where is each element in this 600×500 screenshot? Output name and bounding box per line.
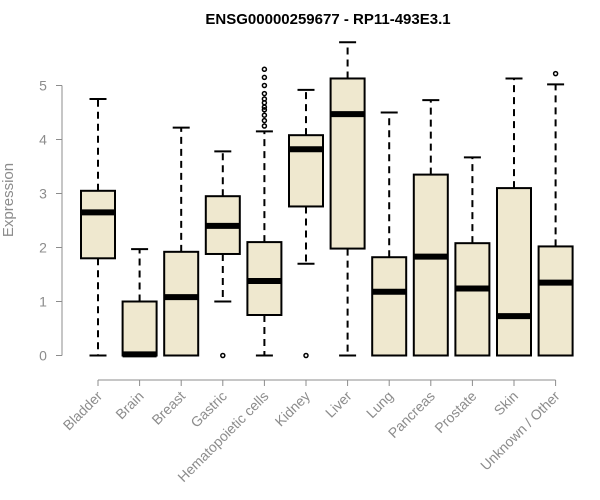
box-iqr: [454, 242, 491, 357]
box-group: [288, 88, 324, 359]
box-group: [329, 41, 366, 357]
outlier-point: [303, 352, 309, 359]
outlier-point: [261, 82, 268, 89]
outlier-point: [261, 117, 268, 124]
box-iqr: [496, 187, 532, 357]
outlier-point: [261, 112, 268, 118]
x-tick-label: Skin: [491, 388, 522, 419]
x-tick-label: Unknown / Other: [477, 388, 563, 474]
chart-title: ENSG00000259677 - RP11-493E3.1: [205, 11, 450, 28]
outlier-point: [261, 96, 268, 102]
box-group: [371, 111, 408, 357]
box-group: [204, 150, 241, 359]
outlier-point: [261, 107, 268, 113]
outlier-point: [261, 74, 268, 81]
x-tick-label: Kidney: [272, 388, 314, 430]
y-axis-label: Expression: [0, 163, 17, 237]
box-iqr: [371, 256, 408, 357]
box-iqr: [329, 77, 366, 250]
box-iqr: [288, 134, 324, 208]
outlier-point: [220, 352, 226, 359]
y-tick-label: 4: [39, 132, 47, 148]
outlier-point: [552, 70, 559, 77]
boxes: [80, 41, 574, 359]
box-iqr: [412, 173, 449, 357]
x-tick-label: Liver: [322, 388, 355, 421]
box-iqr: [163, 250, 200, 357]
box-group: [246, 66, 283, 357]
y-tick-label: 5: [39, 78, 47, 94]
box-group: [537, 70, 574, 357]
box-group: [496, 77, 532, 357]
box-group: [412, 99, 449, 357]
box-group: [454, 156, 491, 357]
axes: 0 1 2 3 4 5: [39, 78, 556, 381]
box-iqr: [121, 300, 158, 357]
box-group: [121, 248, 158, 358]
box-group: [80, 98, 116, 357]
y-tick-label: 3: [39, 186, 47, 202]
outlier-point: [261, 123, 268, 129]
box-iqr: [80, 189, 116, 260]
outlier-point: [261, 90, 268, 97]
x-tick-label: Lung: [363, 388, 396, 421]
box-iqr: [537, 245, 574, 357]
x-tick-label: Brain: [112, 388, 146, 422]
y-tick-label: 0: [39, 348, 47, 364]
y-tick-label: 2: [39, 240, 47, 256]
outlier-point: [261, 66, 268, 73]
x-tick-label: Prostate: [431, 388, 479, 436]
box-group: [163, 126, 200, 357]
x-tick-label: Breast: [148, 388, 188, 428]
x-tick-label: Bladder: [60, 388, 106, 434]
y-tick-label: 1: [39, 294, 47, 310]
